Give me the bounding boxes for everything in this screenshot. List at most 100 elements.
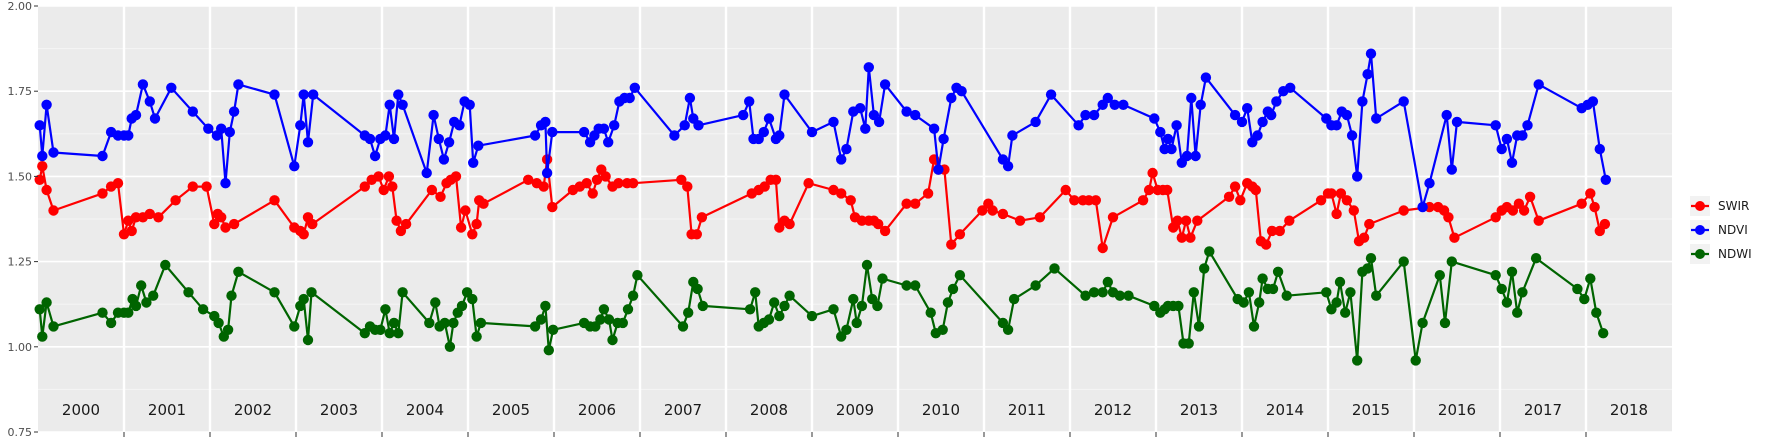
legend-key-point: [1695, 201, 1705, 211]
data-point-ndwi: [97, 307, 108, 318]
data-point-ndwi: [1281, 290, 1292, 301]
data-point-ndwi: [1371, 290, 1382, 301]
data-point-ndvi: [1424, 178, 1435, 189]
data-point-ndwi: [677, 321, 689, 332]
data-point-ndwi: [1572, 283, 1583, 295]
data-point-ndwi: [1272, 266, 1284, 277]
data-point-ndvi: [1190, 150, 1201, 162]
data-point-ndwi: [769, 297, 780, 308]
data-point-ndwi: [1352, 355, 1363, 366]
series-swir: [34, 154, 1611, 254]
data-point-swir: [1162, 184, 1173, 196]
data-point-ndvi: [428, 109, 439, 121]
data-point-ndwi: [393, 328, 404, 339]
data-point-swir: [220, 222, 231, 233]
legend-item-ndwi: NDWI: [1690, 244, 1752, 264]
data-point-swir: [901, 198, 912, 209]
data-point-ndwi: [233, 266, 244, 277]
data-point-ndwi: [1254, 297, 1265, 308]
data-point-ndvi: [1030, 116, 1041, 128]
year-labels: 2000 2001 2002 2003 2004 2005 2006 2007 2008 2009…: [62, 401, 1648, 419]
legend-label: NDWI: [1718, 247, 1752, 261]
data-point-ndwi: [784, 290, 795, 301]
data-point-swir: [378, 184, 389, 196]
data-point-ndwi: [1506, 266, 1518, 277]
data-point-swir: [946, 239, 957, 250]
y-tick-label: 2.00: [8, 0, 33, 13]
data-point-ndvi: [1080, 109, 1091, 121]
data-point-swir: [1341, 195, 1353, 206]
data-point-ndvi: [187, 106, 198, 117]
data-point-swir: [1250, 184, 1262, 196]
data-point-ndwi: [141, 297, 152, 308]
data-point-ndwi: [136, 280, 147, 291]
data-point-ndvi: [48, 147, 59, 158]
data-point-ndwi: [632, 270, 643, 281]
data-point-ndwi: [603, 314, 615, 325]
data-point-ndvi: [454, 120, 465, 131]
year-label: 2006: [578, 401, 616, 419]
data-point-swir: [201, 181, 212, 192]
data-point-ndvi: [364, 133, 376, 145]
data-point-ndwi: [910, 280, 921, 291]
data-point-ndwi: [1585, 273, 1596, 284]
data-point-ndvi: [97, 150, 108, 162]
data-point-swir: [373, 171, 384, 182]
data-point-ndvi: [1331, 120, 1342, 131]
data-point-ndwi: [1097, 287, 1108, 298]
data-point-ndwi: [1002, 324, 1014, 335]
data-point-ndvi: [841, 143, 852, 155]
data-point-ndvi: [1490, 120, 1501, 131]
data-point-swir: [228, 218, 240, 230]
data-point-ndvi: [228, 106, 240, 117]
data-point-swir: [1599, 218, 1611, 230]
year-label: 2005: [492, 401, 530, 419]
data-point-ndvi: [1271, 96, 1282, 107]
data-point-ndwi: [1591, 307, 1602, 318]
data-point-swir: [298, 229, 309, 240]
data-point-ndwi: [841, 324, 852, 335]
data-point-swir: [977, 205, 988, 216]
data-point-ndvi: [928, 123, 940, 134]
data-point-ndvi: [1600, 174, 1612, 185]
data-point-ndvi: [873, 116, 885, 128]
data-point-swir: [1147, 167, 1158, 179]
data-point-ndwi: [1517, 287, 1528, 298]
legend-label: SWIR: [1718, 199, 1749, 213]
data-point-ndvi: [203, 123, 214, 134]
data-point-swir: [1490, 212, 1501, 223]
data-point-ndwi: [872, 300, 883, 312]
data-point-ndwi: [779, 300, 790, 312]
data-point-ndvi: [144, 96, 155, 107]
data-point-swir: [1034, 212, 1046, 223]
data-point-swir: [1398, 205, 1409, 216]
data-point-ndvi: [1522, 120, 1533, 131]
data-point-ndwi: [750, 287, 761, 298]
data-point-ndwi: [901, 280, 912, 291]
y-tick-label: 0.75: [8, 426, 33, 439]
data-point-swir: [1192, 215, 1203, 226]
data-point-ndwi: [1512, 307, 1523, 318]
data-point-ndwi: [1501, 297, 1513, 308]
data-point-ndvi: [938, 133, 949, 145]
data-point-ndvi: [603, 137, 614, 148]
data-point-ndvi: [679, 120, 690, 131]
data-point-ndvi: [166, 82, 177, 94]
data-point-swir: [879, 225, 891, 237]
data-point-ndvi: [41, 99, 52, 111]
data-point-swir: [307, 218, 318, 230]
data-point-ndvi: [384, 99, 395, 111]
data-point-swir: [435, 191, 446, 202]
data-point-ndvi: [763, 113, 775, 124]
data-point-ndwi: [222, 324, 234, 335]
data-point-ndvi: [433, 133, 444, 145]
data-point-ndvi: [1417, 201, 1428, 213]
data-point-ndwi: [763, 314, 775, 325]
data-point-swir: [1326, 188, 1337, 199]
data-point-swir: [682, 181, 693, 192]
data-point-ndwi: [48, 321, 59, 332]
data-point-swir: [1185, 232, 1196, 243]
data-point-swir: [1107, 212, 1119, 223]
year-label: 2001: [148, 401, 186, 419]
